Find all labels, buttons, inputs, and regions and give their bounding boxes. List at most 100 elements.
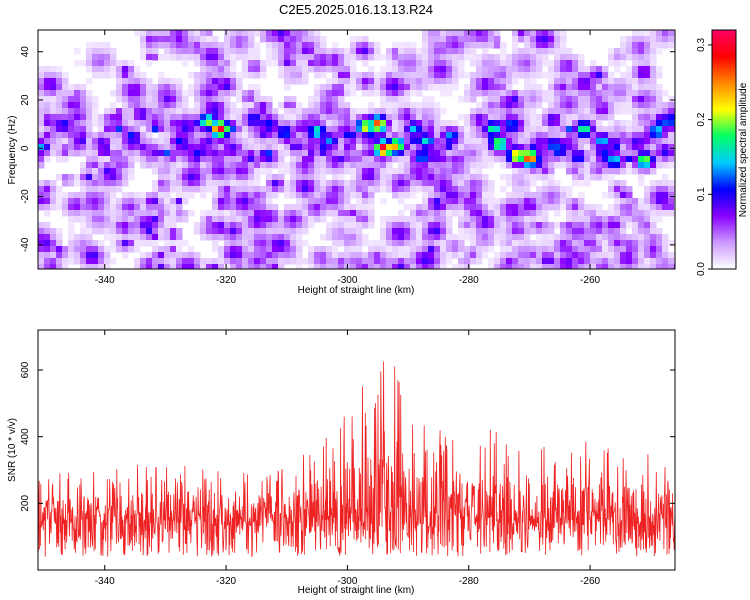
heatmap-cell (122, 192, 129, 199)
heatmap-cell (266, 120, 273, 127)
heatmap-cell (638, 66, 645, 73)
heatmap-cell (344, 90, 351, 97)
heatmap-cell (140, 120, 147, 127)
heatmap-cell (320, 210, 327, 217)
heatmap-cell (206, 78, 213, 85)
heatmap-cell (386, 186, 393, 193)
heatmap-cell (398, 168, 405, 175)
heatmap-cell (200, 30, 207, 37)
heatmap-cell (626, 258, 633, 265)
heatmap-cell (626, 246, 633, 253)
heatmap-cell (380, 144, 387, 151)
heatmap-cell (158, 114, 165, 121)
heatmap-cell (194, 258, 201, 265)
heatmap-cell (338, 78, 345, 85)
heatmap-cell (308, 264, 315, 269)
heatmap-cell (512, 240, 519, 247)
heatmap-cell (164, 168, 171, 175)
heatmap-cell (470, 144, 477, 151)
heatmap-cell (602, 228, 609, 235)
heatmap-cell (152, 234, 159, 241)
heatmap-cell (668, 156, 675, 163)
heatmap-cell (428, 240, 435, 247)
heatmap-cell (116, 204, 123, 211)
y-tick-label: 40 (20, 46, 31, 58)
heatmap-cell (344, 228, 351, 235)
heatmap-cell (536, 252, 543, 259)
heatmap-cell (170, 108, 177, 115)
heatmap-cell (212, 246, 219, 253)
heatmap-cell (188, 210, 195, 217)
heatmap-cell (152, 114, 159, 121)
heatmap-cell (650, 186, 657, 193)
heatmap-cell (458, 156, 465, 163)
heatmap-cell (266, 168, 273, 175)
heatmap-cell (50, 132, 57, 139)
heatmap-cell (392, 90, 399, 97)
heatmap-cell (362, 180, 369, 187)
heatmap-cell (404, 108, 411, 115)
heatmap-cell (656, 96, 663, 103)
heatmap-cell (368, 192, 375, 199)
heatmap-cell (212, 228, 219, 235)
heatmap-cell (548, 174, 555, 181)
heatmap-cell (128, 108, 135, 115)
heatmap-cell (464, 180, 471, 187)
heatmap-cell (632, 204, 639, 211)
heatmap-cell (356, 84, 363, 91)
heatmap-cell (548, 48, 555, 55)
heatmap-cell (602, 258, 609, 265)
heatmap-cell (302, 108, 309, 115)
heatmap-cell (416, 222, 423, 229)
heatmap-cell (284, 138, 291, 145)
heatmap-cell (602, 66, 609, 73)
heatmap-cell (608, 168, 615, 175)
heatmap-cell (134, 198, 141, 205)
heatmap-cell (530, 30, 537, 37)
heatmap-cell (164, 120, 171, 127)
heatmap-cell (44, 210, 51, 217)
heatmap-cell (206, 108, 213, 115)
heatmap-cell (176, 150, 183, 157)
heatmap-cell (590, 126, 597, 133)
heatmap-cell (140, 264, 147, 269)
heatmap-cell (68, 120, 75, 127)
heatmap-cell (524, 132, 531, 139)
heatmap-cell (656, 84, 663, 91)
heatmap-cell (596, 78, 603, 85)
heatmap-cell (608, 72, 615, 79)
heatmap-cell (242, 264, 249, 269)
heatmap-cell (314, 204, 321, 211)
heatmap-cell (326, 120, 333, 127)
heatmap-cell (506, 78, 513, 85)
heatmap-cell (122, 168, 129, 175)
heatmap-cell (386, 114, 393, 121)
heatmap-cell (638, 120, 645, 127)
heatmap-cell (428, 216, 435, 223)
heatmap-cell (242, 30, 249, 37)
heatmap-cell (572, 162, 579, 169)
heatmap-cell (452, 120, 459, 127)
heatmap-cell (488, 234, 495, 241)
heatmap-cell (260, 96, 267, 103)
heatmap-cell (464, 36, 471, 43)
heatmap-cell (380, 108, 387, 115)
heatmap-cell (494, 210, 501, 217)
heatmap-cell (464, 204, 471, 211)
heatmap-cell (506, 138, 513, 145)
heatmap-cell (608, 78, 615, 85)
heatmap-cell (248, 132, 255, 139)
heatmap-cell (140, 240, 147, 247)
heatmap-cell (230, 30, 237, 37)
heatmap-cell (362, 222, 369, 229)
heatmap-cell (494, 234, 501, 241)
heatmap-cell (194, 222, 201, 229)
heatmap-cell (542, 156, 549, 163)
heatmap-cell (428, 72, 435, 79)
heatmap-cell (542, 150, 549, 157)
heatmap-cell (170, 228, 177, 235)
heatmap-cell (320, 198, 327, 205)
heatmap-cell (92, 156, 99, 163)
heatmap-cell (248, 174, 255, 181)
heatmap-cell (134, 66, 141, 73)
